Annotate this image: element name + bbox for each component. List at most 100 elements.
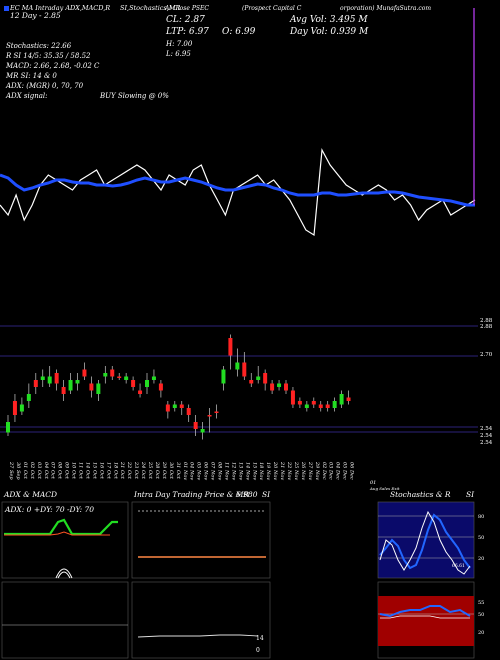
- date-tick: 29 Nov: [314, 461, 320, 480]
- date-tick: 24 Oct: [140, 461, 146, 480]
- date-tick: 01 Oct: [22, 462, 28, 480]
- candle-body: [6, 422, 10, 433]
- candle-body: [200, 429, 205, 433]
- candle-body: [277, 383, 282, 387]
- moving-average-lines: [0, 8, 476, 237]
- date-tick: 18 Nov: [258, 462, 264, 480]
- intraday-14-label: 14: [256, 635, 264, 642]
- date-tick: 05 Dec: [342, 462, 348, 480]
- date-tick: 27 Sep: [8, 461, 14, 480]
- candle-body: [290, 390, 295, 405]
- date-axis-extra2: Aug Sales Exit: [369, 486, 400, 491]
- header-company: (Prospect Capital C: [242, 5, 302, 12]
- candle-body: [89, 383, 94, 391]
- candle-body: [96, 383, 101, 394]
- stoch-blue-line: [379, 513, 471, 570]
- rsi-blue-line: [379, 605, 471, 618]
- price-tick: 2.54: [480, 440, 493, 446]
- candle-body: [207, 415, 212, 417]
- date-tick: 26 Nov: [300, 461, 306, 480]
- adx-signal-label: ADX signal:: [5, 92, 47, 100]
- adx-panel: [1, 501, 129, 579]
- date-tick: 22 Nov: [286, 461, 292, 480]
- date-tick: 30 Sep: [15, 462, 21, 480]
- moving-average-line: [0, 173, 475, 207]
- adx-panel-title: ADX & MACD: [3, 490, 57, 499]
- mr-readout: MR SI: 14 & 0: [5, 72, 57, 80]
- candle-body: [54, 373, 59, 384]
- price-tick: 2.54: [480, 433, 493, 439]
- date-tick: 06 Nov: [203, 462, 209, 480]
- date-tick: 04 Nov: [189, 462, 195, 480]
- rsi-axis-20: 20: [478, 630, 484, 636]
- candle-body: [186, 408, 191, 415]
- candle-body: [158, 383, 163, 391]
- price-tick: 2.54: [480, 426, 493, 432]
- candle-body: [124, 376, 129, 380]
- candle-body: [270, 383, 275, 391]
- candle-body: [40, 376, 45, 380]
- candle-body: [214, 411, 219, 413]
- date-tick: 27 Nov: [307, 461, 313, 480]
- price-axis: 2.88 2.88 2.70 2.54 2.54 2.54: [480, 318, 493, 446]
- date-tick: 11 Oct: [78, 462, 84, 480]
- adx-minus-line: [4, 531, 110, 536]
- candle-body: [145, 380, 149, 387]
- candle-body: [110, 369, 115, 377]
- header-avg-vol: Avg Vol: 3.495 M: [289, 15, 368, 25]
- candle-body: [242, 362, 247, 377]
- candle-body: [131, 380, 136, 387]
- header-open: O: 6.99: [222, 27, 256, 37]
- intraday-panel: [131, 501, 271, 579]
- rsi-red-band: [378, 596, 474, 646]
- date-axis-extra: 01: [370, 480, 376, 486]
- date-tick: 19 Nov: [265, 462, 271, 480]
- date-tick: 21 Oct: [119, 461, 125, 480]
- date-tick: 15 Nov: [251, 462, 257, 480]
- header-ltp: LTP: 6.97: [165, 27, 209, 37]
- candle-body: [249, 380, 254, 384]
- candle-body: [117, 376, 122, 378]
- date-tick: 28 Oct: [154, 461, 160, 480]
- candle-body: [82, 369, 87, 377]
- candle-body: [151, 376, 156, 380]
- chart-header: EC MA Intraday ADX,MACD,R 12 Day - 2.85 …: [4, 4, 431, 58]
- date-tick: 06 Dec: [349, 462, 355, 480]
- indicator-readout: Stochastics: 22.66 R SI 14/5: 35.35 / 58…: [5, 42, 169, 100]
- date-tick: 14 Nov: [244, 462, 250, 480]
- rsi-axis-55: 55: [478, 600, 484, 606]
- date-tick: 07 Oct: [50, 462, 56, 480]
- macd-panel: [1, 581, 129, 659]
- header-mid-top2: Al Close PSEC: [164, 5, 209, 12]
- date-tick: 12 Nov: [230, 462, 236, 480]
- date-tick: 17 Oct: [105, 462, 111, 480]
- macd-curve2: [57, 571, 71, 579]
- date-tick: 10 Oct: [71, 462, 77, 480]
- date-tick: 16 Oct: [98, 462, 104, 480]
- candle-body: [26, 394, 31, 401]
- candle-body: [193, 422, 198, 429]
- date-tick: 03 Oct: [36, 462, 42, 480]
- adx-plus-line: [4, 518, 118, 536]
- stoch-axis-20: 20: [478, 556, 484, 562]
- header-left-top: EC MA Intraday ADX,MACD,R: [9, 4, 110, 12]
- candle-body: [311, 401, 316, 405]
- header-company2: orporation) MunafaSutra.com: [340, 5, 431, 12]
- stoch-axis-80: 80: [478, 514, 484, 520]
- price-tick: 2.88: [480, 324, 493, 330]
- intraday-panel-title: Intra Day Trading Price & MR: [133, 490, 249, 499]
- header-mid-top: SI,Stochastics,MR: [120, 4, 180, 12]
- date-tick: 22 Oct: [126, 461, 132, 480]
- candle-body: [228, 338, 233, 356]
- intraday-price: 6.980: [236, 490, 258, 499]
- candle-body: [318, 404, 323, 408]
- date-tick: 08 Oct: [57, 462, 63, 480]
- candle-body: [68, 380, 73, 391]
- candle-body: [332, 401, 337, 408]
- rsi-white-line: [380, 615, 470, 619]
- date-tick: 18 Oct: [112, 462, 118, 480]
- date-tick: 29 Oct: [161, 461, 167, 480]
- candle-body: [304, 404, 309, 408]
- mr-panel: [131, 581, 271, 659]
